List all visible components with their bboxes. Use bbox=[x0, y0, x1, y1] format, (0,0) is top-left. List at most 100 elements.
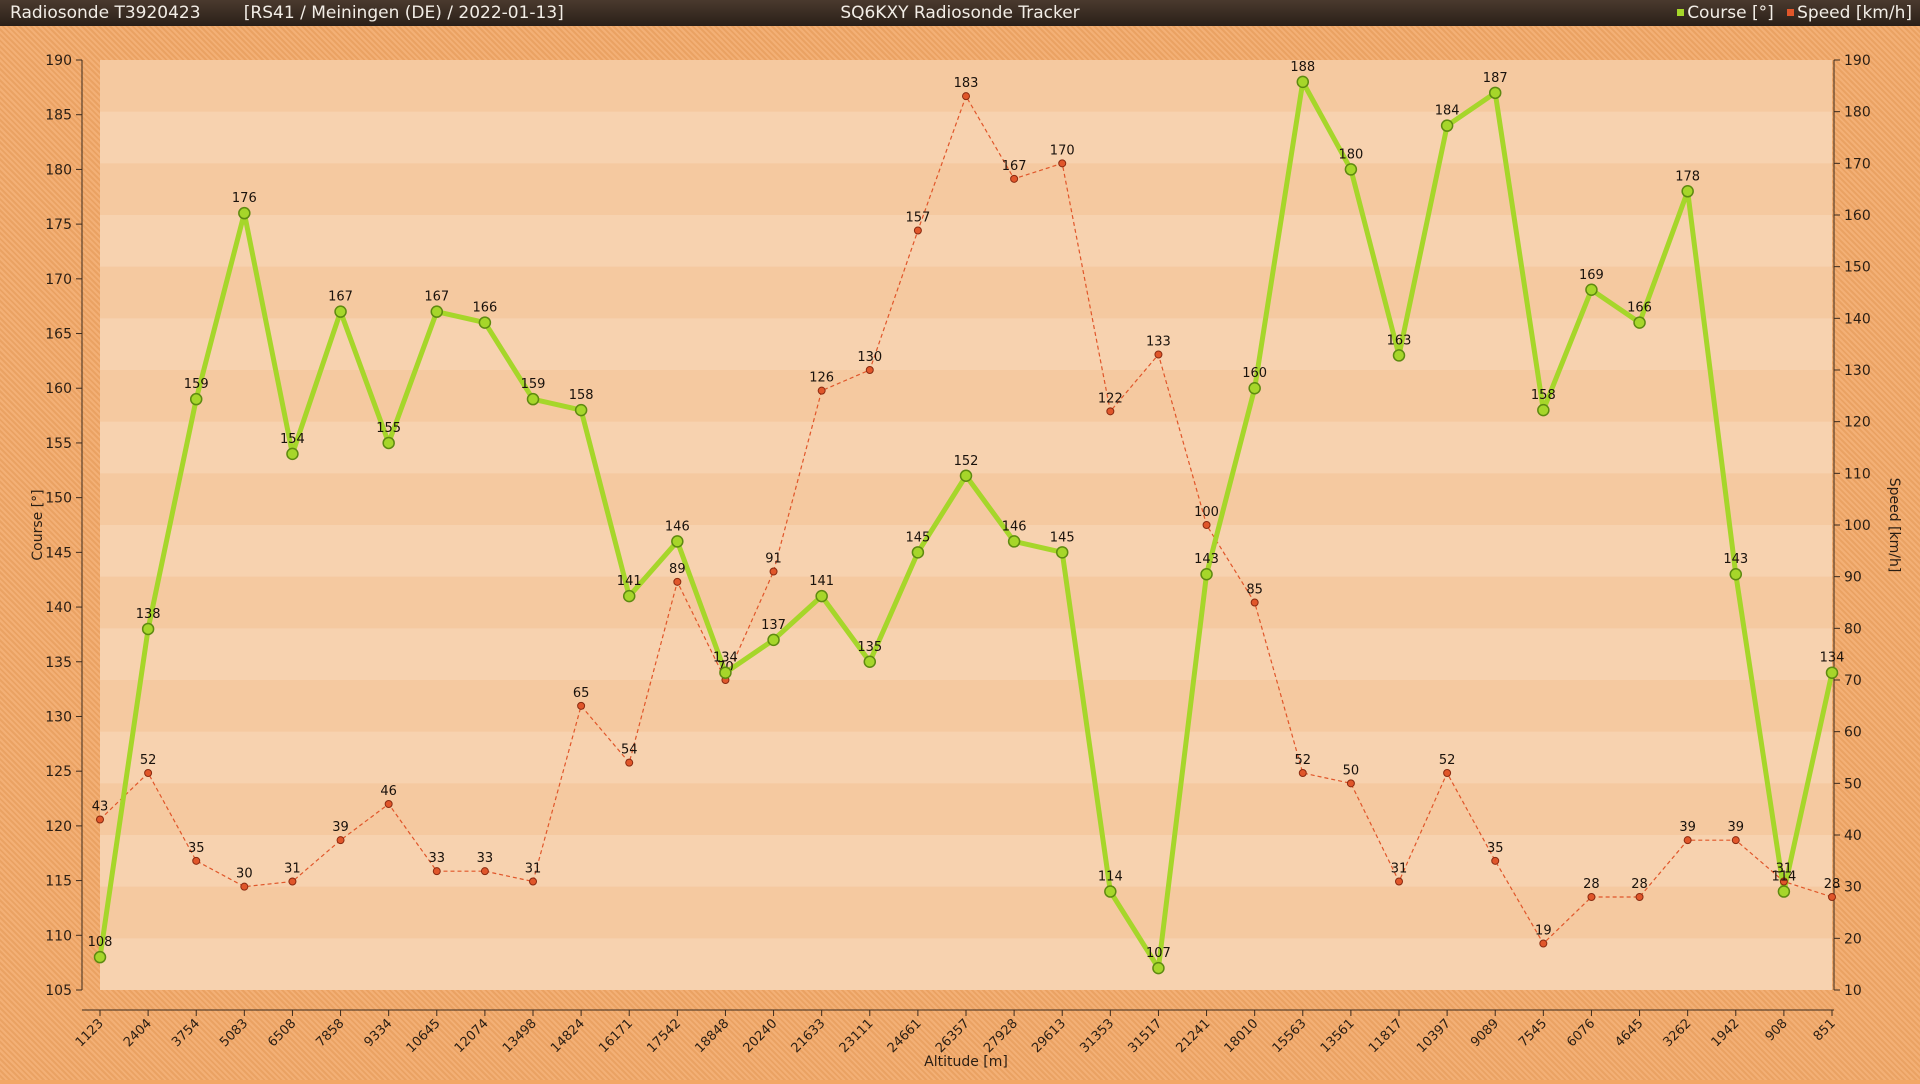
course-point bbox=[1488, 86, 1502, 100]
chart-area: 105 110 115 120 125 130 135 140 145 150 155 160 165 1… bbox=[0, 26, 1920, 1080]
speed-data-label: 89 bbox=[669, 562, 686, 577]
course-data-label: 166 bbox=[1627, 301, 1652, 316]
y-tick-label-left: 115 bbox=[45, 874, 72, 890]
y-tick-label-right: 50 bbox=[1844, 776, 1862, 792]
speed-data-label: 183 bbox=[954, 76, 979, 91]
course-point bbox=[1055, 546, 1069, 559]
x-tick-label: 17542 bbox=[644, 1016, 684, 1056]
x-tick-label: 6508 bbox=[265, 1016, 299, 1050]
x-tick-label: 6076 bbox=[1564, 1016, 1598, 1050]
x-tick-label: 7545 bbox=[1516, 1016, 1550, 1050]
x-tick-label: 23111 bbox=[837, 1016, 877, 1056]
speed-data-label: 52 bbox=[140, 753, 157, 768]
x-tick-label: 20240 bbox=[741, 1016, 781, 1056]
course-data-label: 167 bbox=[424, 290, 449, 305]
speed-data-label: 157 bbox=[905, 211, 930, 226]
x-tick-label: 31353 bbox=[1077, 1016, 1117, 1056]
x-tick-label: 12074 bbox=[452, 1016, 492, 1056]
course-point bbox=[911, 546, 925, 559]
course-data-label: 159 bbox=[521, 377, 546, 392]
y-tick-label-right: 60 bbox=[1844, 725, 1862, 741]
speed-point bbox=[96, 815, 104, 824]
speed-point bbox=[865, 366, 874, 374]
course-point bbox=[93, 950, 107, 964]
course-point bbox=[1729, 567, 1743, 581]
y-tick-label-left: 125 bbox=[45, 764, 72, 780]
y-axis-title-right: Speed [km/h] bbox=[1886, 478, 1902, 573]
chart-svg: 105 110 115 120 125 130 135 140 145 150 155 160 165 1… bbox=[30, 53, 1902, 1070]
course-point bbox=[815, 589, 828, 603]
course-point bbox=[671, 535, 684, 548]
speed-data-label: 33 bbox=[477, 851, 494, 866]
course-data-label: 141 bbox=[617, 574, 642, 589]
speed-point bbox=[480, 867, 489, 876]
x-tick-label: 11817 bbox=[1366, 1016, 1406, 1056]
course-data-label: 143 bbox=[1194, 552, 1219, 567]
y-tick-label-right: 70 bbox=[1844, 673, 1862, 689]
plot-band bbox=[100, 215, 1832, 267]
speed-data-label: 43 bbox=[92, 800, 109, 815]
y-tick-label-left: 170 bbox=[45, 272, 72, 288]
course-data-label: 146 bbox=[1002, 519, 1027, 534]
speed-point bbox=[577, 701, 586, 710]
speed-point bbox=[144, 769, 153, 777]
course-point bbox=[382, 436, 395, 450]
course-data-label: 154 bbox=[280, 432, 305, 447]
speed-point bbox=[1731, 836, 1740, 845]
title-bar: Radiosonde T3920423 [RS41 / Meiningen (D… bbox=[0, 0, 1920, 26]
y-tick-label-left: 165 bbox=[45, 327, 72, 343]
course-point bbox=[286, 447, 299, 461]
course-point bbox=[1296, 75, 1310, 89]
y-tick-label-right: 30 bbox=[1844, 880, 1862, 896]
course-data-label: 134 bbox=[1820, 651, 1845, 666]
speed-point bbox=[336, 836, 345, 845]
x-tick-label: 13498 bbox=[500, 1016, 540, 1056]
legend-course-label: Course [°] bbox=[1687, 3, 1774, 23]
x-tick-label: 14824 bbox=[548, 1016, 588, 1056]
speed-point bbox=[1154, 350, 1163, 359]
course-point bbox=[1104, 885, 1117, 898]
speed-point bbox=[769, 567, 778, 576]
course-point bbox=[1825, 666, 1839, 679]
speed-data-label: 126 bbox=[809, 371, 834, 386]
course-data-label: 114 bbox=[1771, 870, 1796, 885]
x-tick-label: 1942 bbox=[1709, 1016, 1743, 1050]
speed-data-label: 50 bbox=[1343, 763, 1360, 778]
course-data-label: 143 bbox=[1723, 552, 1748, 567]
speed-point bbox=[913, 226, 922, 235]
x-tick-label: 15563 bbox=[1270, 1016, 1310, 1056]
y-tick-label-left: 135 bbox=[45, 655, 72, 671]
y-tick-label-right: 40 bbox=[1844, 828, 1862, 844]
x-tick-label: 3754 bbox=[169, 1016, 203, 1050]
legend: Course [°] Speed [km/h] bbox=[1669, 0, 1912, 26]
course-point bbox=[141, 622, 155, 636]
course-point bbox=[1537, 403, 1550, 417]
course-data-label: 146 bbox=[665, 519, 690, 534]
x-tick-label: 10397 bbox=[1414, 1016, 1454, 1056]
course-point bbox=[526, 392, 540, 406]
y-tick-label-right: 120 bbox=[1844, 415, 1871, 431]
course-point bbox=[1777, 885, 1791, 898]
course-point bbox=[1585, 283, 1598, 297]
course-data-label: 114 bbox=[1098, 870, 1123, 885]
course-point bbox=[1200, 567, 1213, 581]
y-tick-label-right: 100 bbox=[1844, 518, 1871, 534]
speed-data-label: 28 bbox=[1583, 877, 1600, 892]
course-data-label: 188 bbox=[1290, 60, 1315, 75]
x-tick-label: 4645 bbox=[1612, 1016, 1646, 1050]
plot-band bbox=[100, 835, 1832, 887]
x-tick-label: 31517 bbox=[1125, 1016, 1165, 1056]
course-data-label: 160 bbox=[1242, 366, 1267, 381]
speed-point bbox=[1779, 877, 1788, 886]
speed-point bbox=[432, 867, 441, 876]
speed-data-label: 133 bbox=[1146, 335, 1171, 350]
speed-data-label: 52 bbox=[1439, 753, 1456, 768]
speed-point bbox=[1395, 877, 1403, 886]
speed-point bbox=[384, 800, 393, 808]
speed-point bbox=[962, 92, 970, 101]
course-data-label: 138 bbox=[136, 607, 161, 622]
x-tick-label: 29613 bbox=[1029, 1016, 1069, 1056]
y-tick-label-left: 120 bbox=[45, 819, 72, 835]
x-tick-label: 21633 bbox=[789, 1016, 829, 1056]
y-tick-label-left: 175 bbox=[45, 217, 72, 233]
